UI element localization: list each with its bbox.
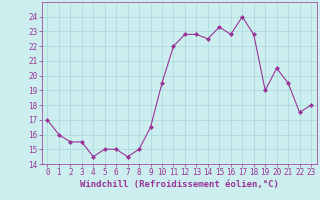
X-axis label: Windchill (Refroidissement éolien,°C): Windchill (Refroidissement éolien,°C) (80, 180, 279, 189)
